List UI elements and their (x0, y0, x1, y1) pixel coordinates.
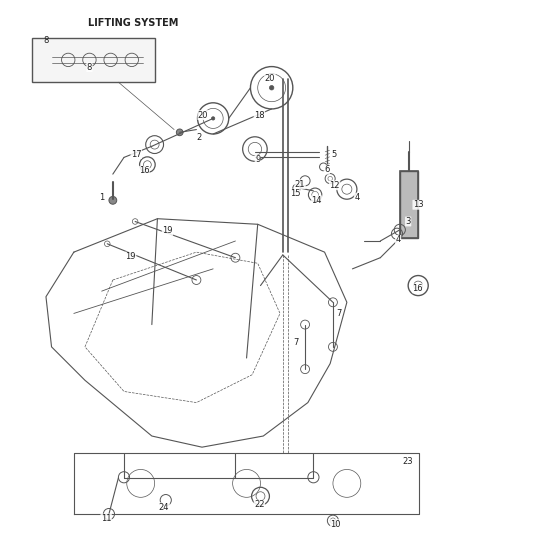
Text: 14: 14 (311, 196, 322, 205)
Text: 8: 8 (43, 36, 49, 45)
Text: 18: 18 (254, 111, 265, 120)
Text: 8: 8 (87, 63, 92, 72)
Text: 4: 4 (395, 235, 401, 244)
Text: 20: 20 (198, 110, 208, 120)
Text: 7: 7 (336, 309, 341, 318)
Circle shape (176, 129, 183, 136)
Circle shape (212, 116, 215, 120)
Text: 17: 17 (131, 150, 142, 158)
Text: 2: 2 (197, 133, 202, 142)
Text: 16: 16 (139, 166, 150, 175)
Text: 7: 7 (293, 338, 298, 347)
Circle shape (269, 86, 274, 90)
Text: 24: 24 (159, 503, 169, 512)
Circle shape (109, 197, 116, 204)
Text: 5: 5 (332, 150, 337, 158)
Text: LIFTING SYSTEM: LIFTING SYSTEM (88, 18, 178, 29)
Text: 1: 1 (99, 193, 104, 202)
Text: 11: 11 (101, 514, 111, 523)
Text: 20: 20 (265, 74, 275, 83)
Text: 22: 22 (254, 500, 265, 509)
Text: 16: 16 (412, 284, 423, 293)
Text: 9: 9 (255, 155, 260, 164)
Text: 12: 12 (329, 181, 340, 190)
Bar (32, 38, 155, 82)
Bar (400, 171, 418, 238)
Text: 6: 6 (324, 165, 329, 174)
Text: 3: 3 (405, 217, 411, 226)
Text: 10: 10 (330, 520, 341, 529)
Text: 15: 15 (290, 189, 300, 198)
Text: 21: 21 (295, 180, 305, 189)
Text: 13: 13 (413, 200, 423, 209)
Text: 19: 19 (125, 252, 136, 261)
Text: 23: 23 (403, 456, 413, 465)
Bar (400, 171, 418, 238)
Text: 4: 4 (354, 193, 360, 202)
Text: 19: 19 (162, 226, 172, 235)
